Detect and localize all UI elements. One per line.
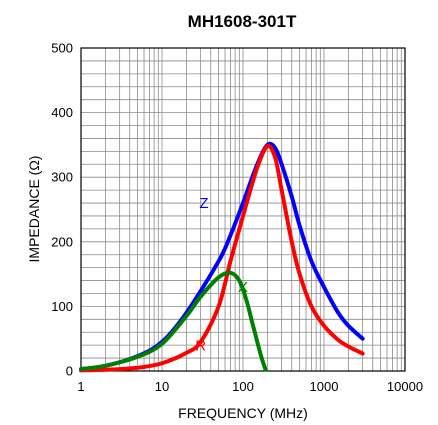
y-tick-label: 200	[51, 234, 73, 249]
series-label-r: R	[195, 337, 206, 354]
y-axis-label: IMPEDANCE (Ω)	[26, 156, 42, 263]
y-tick-label: 0	[66, 364, 73, 379]
x-tick-label: 10000	[387, 379, 423, 394]
grid	[81, 48, 405, 371]
chart-title: MH1608-301T	[188, 12, 297, 31]
x-axis-label: FREQUENCY (MHz)	[178, 405, 308, 421]
x-tick-label: 1	[77, 379, 84, 394]
plot-frame	[80, 47, 406, 372]
series-annotations: Z X R	[195, 195, 248, 354]
series-label-z: Z	[199, 195, 208, 212]
y-tick-label: 300	[51, 170, 73, 185]
x-tick-label: 100	[232, 379, 254, 394]
y-tick-label: 100	[51, 299, 73, 314]
series-line-r	[79, 143, 365, 373]
x-tick-label: 1000	[310, 379, 339, 394]
series-group	[79, 141, 365, 373]
series-label-x: X	[238, 279, 248, 296]
series-line-x	[79, 270, 268, 372]
y-tick-label: 400	[51, 105, 73, 120]
tick-labels: 1 10 100 1000 10000 0 100 200 300 400 500	[51, 41, 423, 395]
x-tick-label: 10	[155, 379, 169, 394]
y-tick-label: 500	[51, 41, 73, 56]
